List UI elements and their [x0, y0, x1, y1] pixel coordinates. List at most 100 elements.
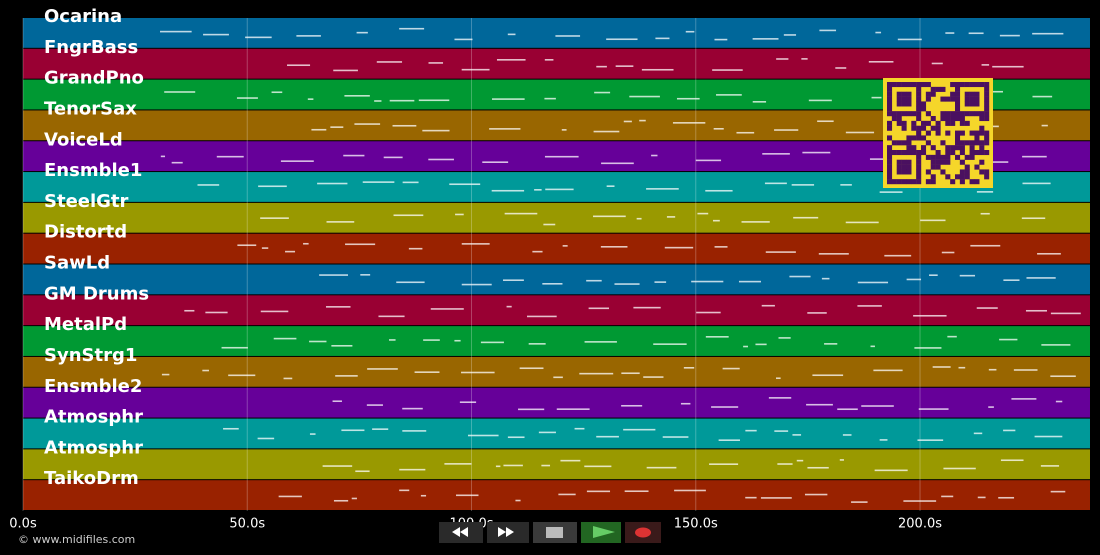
note: [285, 250, 296, 253]
qr-cell: [930, 154, 936, 160]
track-label: Atmosphr: [44, 407, 143, 428]
note: [1021, 217, 1046, 220]
note: [491, 189, 525, 192]
qr-cell: [891, 150, 897, 156]
note: [489, 128, 521, 130]
track-band: [23, 18, 1090, 48]
track-band: [23, 480, 1090, 510]
note: [789, 275, 811, 278]
qr-cell: [974, 164, 980, 170]
note: [970, 244, 1001, 247]
qr-cell: [969, 179, 975, 185]
note: [503, 464, 523, 467]
note: [941, 251, 955, 254]
note: [696, 311, 721, 314]
note: [998, 496, 1015, 499]
qr-cell: [911, 125, 917, 131]
qr-cell: [887, 82, 893, 88]
qr-cell: [930, 174, 936, 180]
note: [455, 213, 464, 216]
forward-button[interactable]: [487, 522, 529, 543]
note: [273, 337, 297, 340]
note: [802, 151, 831, 154]
qr-cell: [916, 179, 922, 185]
note: [461, 68, 490, 71]
track-label: FngrBass: [44, 37, 138, 58]
qr-cell: [979, 159, 985, 165]
note: [712, 69, 743, 71]
stop-button[interactable]: [533, 522, 577, 543]
note: [506, 305, 512, 308]
note: [553, 376, 563, 379]
qr-cell: [921, 120, 927, 126]
record-button[interactable]: [625, 522, 661, 543]
note: [467, 434, 499, 437]
qr-cell: [974, 91, 980, 97]
qr-cell: [955, 111, 961, 117]
note: [992, 65, 1024, 68]
qr-cell: [887, 150, 893, 156]
qr-cell: [887, 164, 893, 170]
qr-cell: [901, 150, 907, 156]
qr-cell: [891, 179, 897, 185]
note: [528, 343, 546, 345]
play-button[interactable]: [581, 522, 621, 543]
note: [871, 96, 882, 99]
note: [532, 250, 543, 253]
track-label: Atmosphr: [44, 437, 143, 458]
note: [629, 95, 660, 98]
note: [519, 367, 544, 370]
note: [760, 497, 792, 499]
qr-cell: [945, 96, 951, 102]
track-label: MetalPd: [44, 314, 127, 335]
note: [260, 310, 289, 313]
note: [261, 247, 269, 249]
note: [947, 335, 957, 338]
note: [774, 430, 789, 432]
qr-cell: [930, 91, 936, 97]
qr-cell: [935, 120, 941, 126]
note: [1050, 375, 1076, 378]
note: [454, 38, 473, 41]
track-band: [23, 418, 1090, 449]
rewind-button[interactable]: [439, 522, 483, 543]
note: [897, 38, 922, 41]
qr-cell: [887, 135, 893, 141]
qr-cell: [984, 91, 990, 97]
qr-cell: [906, 164, 912, 170]
qr-cell: [887, 174, 893, 180]
qr-cell: [930, 145, 936, 151]
qr-cell: [896, 101, 902, 107]
note: [821, 277, 830, 280]
qr-cell: [974, 101, 980, 107]
note: [280, 160, 314, 162]
note: [344, 95, 370, 97]
note: [322, 465, 353, 467]
time-tick-label: 200.0s: [898, 517, 942, 532]
qr-cell: [955, 106, 961, 112]
note: [623, 120, 632, 123]
note: [444, 463, 472, 465]
qr-cell: [906, 140, 912, 146]
qr-cell: [964, 96, 970, 102]
qr-cell: [896, 120, 902, 126]
note: [999, 338, 1018, 341]
qr-cell: [901, 101, 907, 107]
qr-cell: [911, 145, 917, 151]
note: [588, 307, 610, 310]
note: [807, 466, 829, 469]
qr-cell: [916, 130, 922, 136]
track-label: SynStrg1: [44, 345, 137, 366]
qr-cell: [955, 116, 961, 122]
qr-cell: [925, 111, 931, 117]
qr-cell: [901, 179, 907, 185]
qr-cell: [974, 111, 980, 117]
time-tick-label: 0.0s: [9, 517, 37, 532]
qr-cell: [916, 174, 922, 180]
note: [943, 467, 976, 470]
track-band: [23, 264, 1090, 295]
note: [806, 403, 833, 406]
qr-cell: [930, 159, 936, 165]
qr-cell: [984, 140, 990, 146]
qr-cell: [901, 159, 907, 165]
